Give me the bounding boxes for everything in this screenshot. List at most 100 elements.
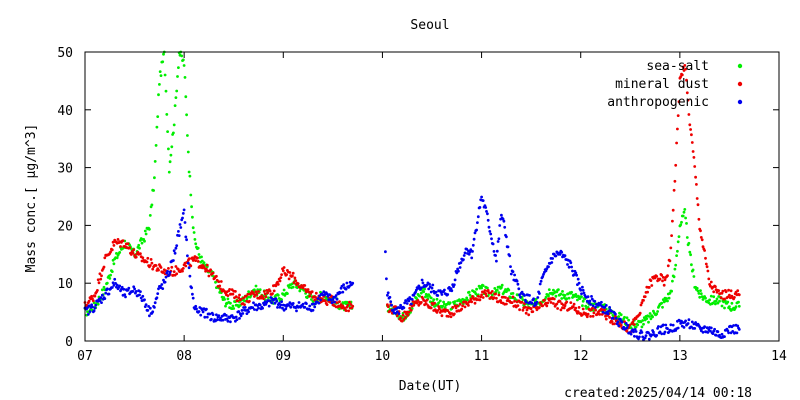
data-point: [594, 308, 597, 312]
data-point: [486, 289, 490, 292]
data-point: [156, 115, 160, 118]
data-point: [541, 275, 545, 278]
data-point: [671, 208, 675, 212]
data-point: [166, 130, 170, 134]
data-point: [666, 264, 670, 268]
legend-marker: [737, 63, 743, 69]
data-point: [736, 289, 740, 293]
data-point: [714, 299, 718, 303]
data-point: [490, 290, 494, 293]
data-point: [335, 297, 339, 301]
data-point: [226, 319, 230, 323]
data-point: [434, 290, 438, 294]
data-point: [458, 266, 462, 269]
data-point: [184, 235, 188, 239]
data-point: [490, 237, 493, 241]
data-point: [103, 256, 107, 260]
data-point: [666, 274, 669, 278]
data-point: [480, 293, 483, 297]
data-point: [447, 315, 450, 318]
y-tick-label: 50: [57, 46, 73, 61]
data-point: [562, 306, 566, 310]
data-point: [684, 67, 687, 71]
data-point: [675, 254, 678, 257]
data-point: [493, 287, 497, 290]
data-point: [167, 267, 170, 270]
data-point: [473, 231, 477, 235]
data-point: [333, 300, 336, 304]
data-point: [586, 312, 590, 316]
data-point: [126, 242, 130, 246]
data-point: [662, 283, 666, 287]
data-point: [112, 244, 116, 247]
data-point: [347, 309, 350, 313]
data-point: [272, 289, 276, 293]
data-point: [102, 265, 106, 269]
data-point: [495, 249, 499, 253]
data-point: [280, 298, 283, 301]
data-point: [128, 246, 132, 250]
data-point: [585, 299, 589, 303]
data-point: [187, 257, 191, 260]
data-point: [196, 256, 199, 260]
y-tick-label: 0: [65, 335, 73, 350]
data-point: [405, 299, 408, 303]
data-point: [268, 289, 272, 293]
data-point: [732, 324, 735, 327]
data-point: [661, 279, 664, 283]
data-point: [280, 300, 283, 303]
data-point: [175, 89, 179, 93]
x-axis-label: Date(UT): [399, 379, 462, 394]
data-point: [208, 312, 212, 316]
data-point: [510, 301, 514, 304]
data-point: [423, 287, 426, 291]
data-point: [229, 301, 232, 305]
data-point: [161, 60, 165, 64]
data-point: [262, 297, 265, 300]
data-point: [585, 315, 589, 319]
data-point: [229, 320, 232, 324]
data-point: [218, 284, 222, 288]
data-point: [672, 188, 676, 192]
data-point: [404, 316, 407, 319]
data-point: [704, 262, 708, 266]
data-point: [679, 322, 683, 325]
data-point: [167, 170, 171, 174]
data-point: [516, 304, 520, 307]
data-point: [407, 299, 411, 303]
data-point: [181, 267, 185, 270]
data-point: [594, 305, 597, 309]
data-point: [181, 269, 184, 273]
data-point: [687, 113, 691, 116]
data-point: [632, 330, 635, 334]
data-point: [611, 316, 615, 320]
data-point: [93, 306, 97, 310]
data-point: [616, 320, 620, 324]
data-point: [243, 303, 246, 306]
data-point: [141, 294, 145, 298]
data-point: [99, 277, 103, 281]
data-point: [500, 283, 504, 287]
data-point: [257, 290, 260, 293]
data-point: [651, 315, 654, 319]
data-point: [291, 274, 294, 278]
data-point: [729, 289, 733, 293]
data-point: [565, 297, 569, 301]
data-point: [174, 246, 178, 250]
data-point: [652, 330, 655, 334]
data-point: [110, 248, 114, 252]
data-point: [591, 314, 595, 318]
data-point: [613, 322, 616, 326]
data-point: [481, 284, 485, 287]
data-point: [115, 283, 119, 287]
data-point: [647, 286, 651, 289]
data-point: [704, 256, 707, 260]
data-point: [205, 263, 209, 267]
data-point: [288, 271, 292, 274]
data-point: [633, 334, 636, 338]
data-point: [267, 296, 270, 300]
data-point: [236, 299, 240, 303]
data-point: [415, 301, 419, 305]
data-point: [232, 307, 236, 310]
data-point: [234, 295, 238, 299]
